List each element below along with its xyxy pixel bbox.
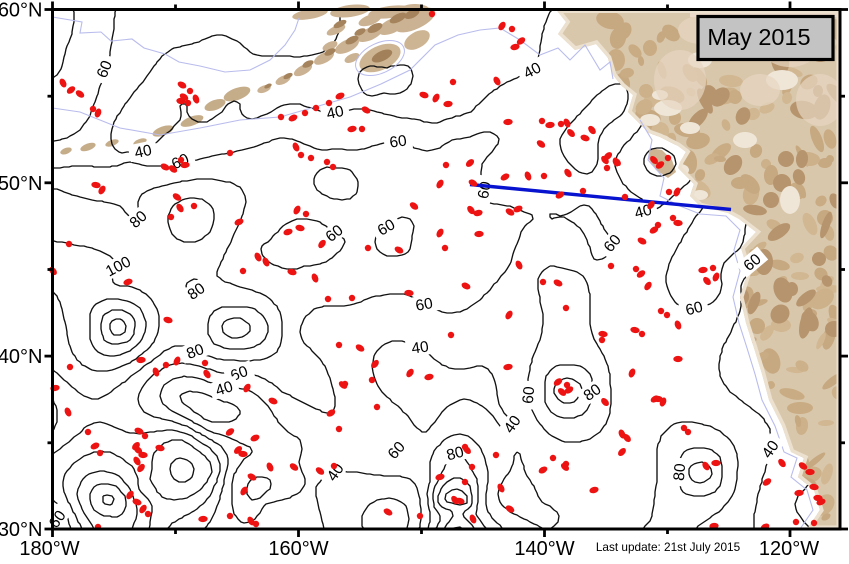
- svg-text:80: 80: [184, 341, 206, 363]
- svg-text:40: 40: [410, 338, 430, 357]
- svg-text:80: 80: [445, 443, 466, 464]
- svg-text:50°N: 50°N: [0, 173, 43, 195]
- svg-text:40: 40: [521, 59, 545, 82]
- svg-text:140°W: 140°W: [514, 538, 574, 560]
- svg-text:60: 60: [94, 58, 116, 81]
- svg-text:40: 40: [325, 103, 346, 123]
- svg-text:40°N: 40°N: [0, 346, 43, 368]
- svg-text:60: 60: [520, 385, 538, 404]
- svg-text:40: 40: [213, 378, 235, 400]
- svg-text:May 2015: May 2015: [707, 24, 810, 50]
- svg-text:60°N: 60°N: [0, 0, 43, 22]
- svg-text:120°W: 120°W: [759, 538, 819, 560]
- svg-text:80: 80: [671, 462, 689, 481]
- svg-text:160°W: 160°W: [268, 538, 328, 560]
- svg-text:60: 60: [375, 216, 399, 240]
- svg-text:60: 60: [388, 132, 408, 151]
- svg-text:40: 40: [133, 142, 154, 162]
- svg-text:60: 60: [414, 295, 434, 315]
- svg-text:180°W: 180°W: [19, 538, 79, 560]
- svg-text:Last update: 21st July 2015: Last update: 21st July 2015: [596, 540, 741, 554]
- svg-text:60: 60: [684, 298, 705, 319]
- svg-text:30°N: 30°N: [0, 519, 43, 541]
